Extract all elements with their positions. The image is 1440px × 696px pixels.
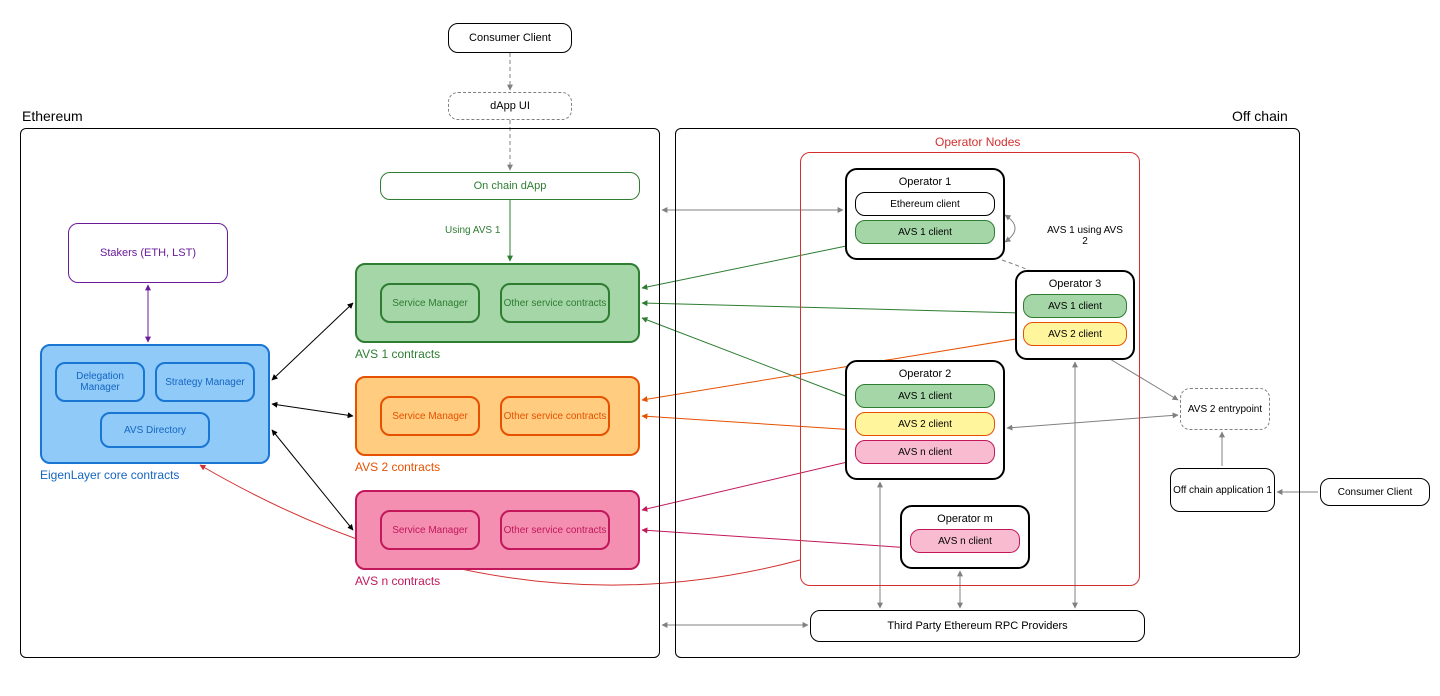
strategy-manager-label: Strategy Manager: [165, 377, 245, 388]
avs2-other-contracts-label: Other service contracts: [504, 411, 607, 422]
consumer-client-top-label: Consumer Client: [469, 32, 551, 44]
avs1-other-contracts-label: Other service contracts: [504, 298, 607, 309]
operator1: Operator 1 Ethereum client AVS 1 client: [845, 168, 1005, 260]
strategy-manager: Strategy Manager: [155, 362, 255, 402]
operator-nodes-label: Operator Nodes: [935, 135, 1020, 149]
avs1-other-contracts: Other service contracts: [500, 283, 610, 323]
operator2-avs1-client-label: AVS 1 client: [898, 391, 952, 402]
operator1-avs1-client-label: AVS 1 client: [898, 227, 952, 238]
stakers: Stakers (ETH, LST): [68, 223, 228, 283]
operator2: Operator 2 AVS 1 client AVS 2 client AVS…: [845, 360, 1005, 480]
avsn-other-contracts: Other service contracts: [500, 510, 610, 550]
operator3: Operator 3 AVS 1 client AVS 2 client: [1015, 270, 1135, 360]
operator3-avs1-client: AVS 1 client: [1023, 294, 1127, 318]
avs1-using-avs2-label: AVS 1 using AVS 2: [1045, 225, 1125, 247]
avsn-contracts-label: AVS n contracts: [355, 574, 440, 588]
operatorm: Operator m AVS n client: [900, 505, 1030, 569]
dapp-ui-label: dApp UI: [490, 100, 530, 112]
operator2-avs2-client-label: AVS 2 client: [898, 419, 952, 430]
avs2-service-manager-label: Service Manager: [392, 411, 468, 422]
offchain-app1: Off chain application 1: [1170, 468, 1275, 512]
avs2-entrypoint-label: AVS 2 entrypoint: [1188, 404, 1262, 415]
delegation-manager: Delegation Manager: [55, 362, 145, 402]
operatorm-label: Operator m: [902, 513, 1028, 525]
operator2-label: Operator 2: [847, 368, 1003, 380]
consumer-client-right: Consumer Client: [1320, 478, 1430, 506]
operator2-avs1-client: AVS 1 client: [855, 384, 995, 408]
on-chain-dapp: On chain dApp: [380, 172, 640, 200]
avs-directory-label: AVS Directory: [124, 425, 186, 436]
operator1-avs1-client: AVS 1 client: [855, 220, 995, 244]
avsn-service-manager-label: Service Manager: [392, 525, 468, 536]
avs2-service-manager: Service Manager: [380, 396, 480, 436]
operatorm-avsn-client: AVS n client: [910, 529, 1020, 553]
avs2-other-contracts: Other service contracts: [500, 396, 610, 436]
consumer-client-top: Consumer Client: [448, 23, 572, 53]
operatorm-avsn-client-label: AVS n client: [938, 536, 992, 547]
using-avs1-label: Using AVS 1: [445, 225, 500, 236]
rpc-providers-label: Third Party Ethereum RPC Providers: [887, 620, 1067, 632]
avs2-entrypoint: AVS 2 entrypoint: [1180, 388, 1270, 430]
operator2-avs2-client: AVS 2 client: [855, 412, 995, 436]
operator1-ethereum-client-label: Ethereum client: [890, 199, 959, 210]
operator3-avs1-client-label: AVS 1 client: [1048, 301, 1102, 312]
on-chain-dapp-label: On chain dApp: [474, 180, 547, 192]
stakers-label: Stakers (ETH, LST): [100, 247, 196, 259]
avs1-contracts-label: AVS 1 contracts: [355, 347, 440, 361]
avs2-contracts-label: AVS 2 contracts: [355, 460, 440, 474]
operator2-avsn-client-label: AVS n client: [898, 447, 952, 458]
avsn-other-contracts-label: Other service contracts: [504, 525, 607, 536]
consumer-client-right-label: Consumer Client: [1338, 487, 1412, 498]
operator1-ethereum-client: Ethereum client: [855, 192, 995, 216]
offchain-region-label: Off chain: [1232, 108, 1288, 124]
operator3-label: Operator 3: [1017, 278, 1133, 290]
dapp-ui: dApp UI: [448, 92, 572, 120]
operator3-avs2-client: AVS 2 client: [1023, 322, 1127, 346]
avsn-service-manager: Service Manager: [380, 510, 480, 550]
delegation-manager-label: Delegation Manager: [57, 371, 143, 393]
eigenlayer-core-label: EigenLayer core contracts: [40, 468, 179, 482]
operator3-avs2-client-label: AVS 2 client: [1048, 329, 1102, 340]
avs1-service-manager-label: Service Manager: [392, 298, 468, 309]
avs1-service-manager: Service Manager: [380, 283, 480, 323]
operator1-label: Operator 1: [847, 176, 1003, 188]
avs-directory: AVS Directory: [100, 412, 210, 448]
ethereum-region-label: Ethereum: [22, 108, 83, 124]
rpc-providers: Third Party Ethereum RPC Providers: [810, 610, 1145, 642]
offchain-app1-label: Off chain application 1: [1173, 485, 1272, 496]
operator2-avsn-client: AVS n client: [855, 440, 995, 464]
